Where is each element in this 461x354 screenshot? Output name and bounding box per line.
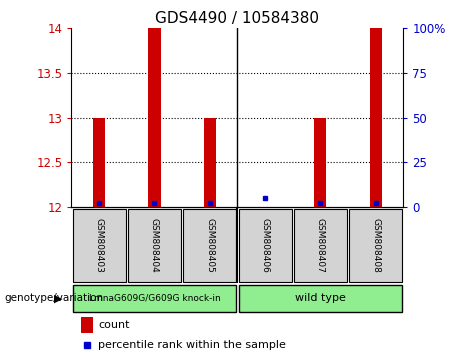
FancyBboxPatch shape	[349, 209, 402, 282]
Bar	[314, 118, 326, 207]
Bar	[148, 28, 160, 207]
Text: GSM808407: GSM808407	[316, 218, 325, 273]
Text: GSM808408: GSM808408	[371, 218, 380, 273]
Text: percentile rank within the sample: percentile rank within the sample	[98, 340, 286, 350]
FancyBboxPatch shape	[72, 209, 126, 282]
Text: wild type: wild type	[295, 293, 346, 303]
FancyBboxPatch shape	[294, 209, 347, 282]
Text: LmnaG609G/G609G knock-in: LmnaG609G/G609G knock-in	[89, 294, 220, 303]
FancyBboxPatch shape	[183, 209, 236, 282]
Bar	[93, 118, 105, 207]
FancyBboxPatch shape	[128, 209, 181, 282]
Bar	[370, 28, 382, 207]
FancyBboxPatch shape	[238, 285, 402, 312]
Title: GDS4490 / 10584380: GDS4490 / 10584380	[155, 11, 319, 26]
Bar	[204, 118, 216, 207]
Text: count: count	[98, 320, 130, 330]
FancyBboxPatch shape	[72, 285, 236, 312]
Text: GSM808405: GSM808405	[205, 218, 214, 273]
Text: GSM808404: GSM808404	[150, 218, 159, 273]
Text: GSM808403: GSM808403	[95, 218, 104, 273]
Text: GSM808406: GSM808406	[260, 218, 270, 273]
Text: genotype/variation: genotype/variation	[5, 293, 104, 303]
Text: ▶: ▶	[54, 293, 62, 303]
Bar	[82, 317, 93, 333]
FancyBboxPatch shape	[238, 209, 292, 282]
